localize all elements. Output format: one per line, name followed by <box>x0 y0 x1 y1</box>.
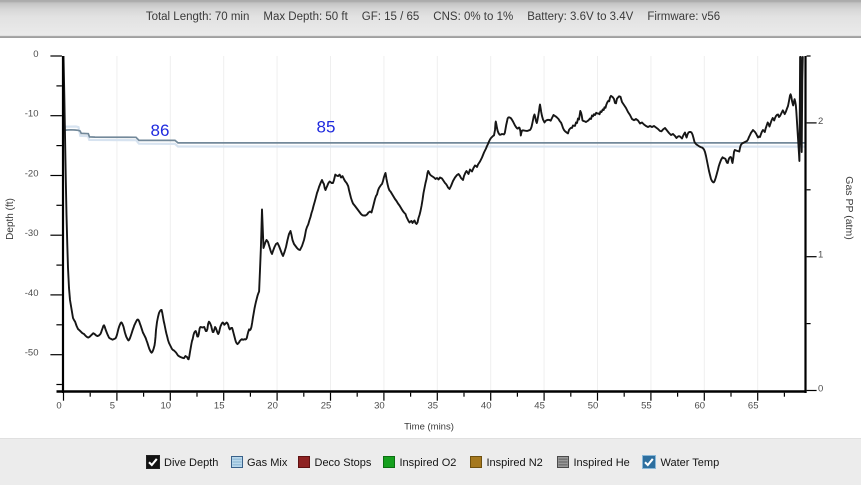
svg-text:20: 20 <box>267 401 278 412</box>
svg-text:0: 0 <box>56 401 61 412</box>
svg-text:65: 65 <box>748 401 759 412</box>
svg-text:25: 25 <box>321 401 332 412</box>
svg-text:40: 40 <box>481 401 492 412</box>
svg-text:60: 60 <box>695 401 706 412</box>
svg-text:-50: -50 <box>25 348 39 359</box>
svg-text:30: 30 <box>374 401 385 412</box>
svg-text:Time (mins): Time (mins) <box>404 422 454 433</box>
svg-text:86: 86 <box>151 121 170 140</box>
svg-text:55: 55 <box>641 401 652 412</box>
svg-text:15: 15 <box>214 401 225 412</box>
svg-text:2: 2 <box>818 116 823 127</box>
svg-text:35: 35 <box>428 401 439 412</box>
svg-text:Gas PP (atm): Gas PP (atm) <box>843 176 855 239</box>
svg-text:85: 85 <box>317 117 336 136</box>
svg-text:-30: -30 <box>25 228 39 239</box>
svg-text:-40: -40 <box>25 288 39 299</box>
svg-text:50: 50 <box>588 401 599 412</box>
svg-text:0: 0 <box>818 384 823 395</box>
svg-text:-20: -20 <box>25 169 39 180</box>
svg-text:-10: -10 <box>25 109 39 120</box>
svg-text:0: 0 <box>33 49 38 60</box>
svg-text:5: 5 <box>110 401 115 412</box>
svg-text:1: 1 <box>818 250 823 261</box>
svg-text:10: 10 <box>161 401 172 412</box>
svg-text:45: 45 <box>534 401 545 412</box>
svg-text:Depth (ft): Depth (ft) <box>5 198 16 240</box>
